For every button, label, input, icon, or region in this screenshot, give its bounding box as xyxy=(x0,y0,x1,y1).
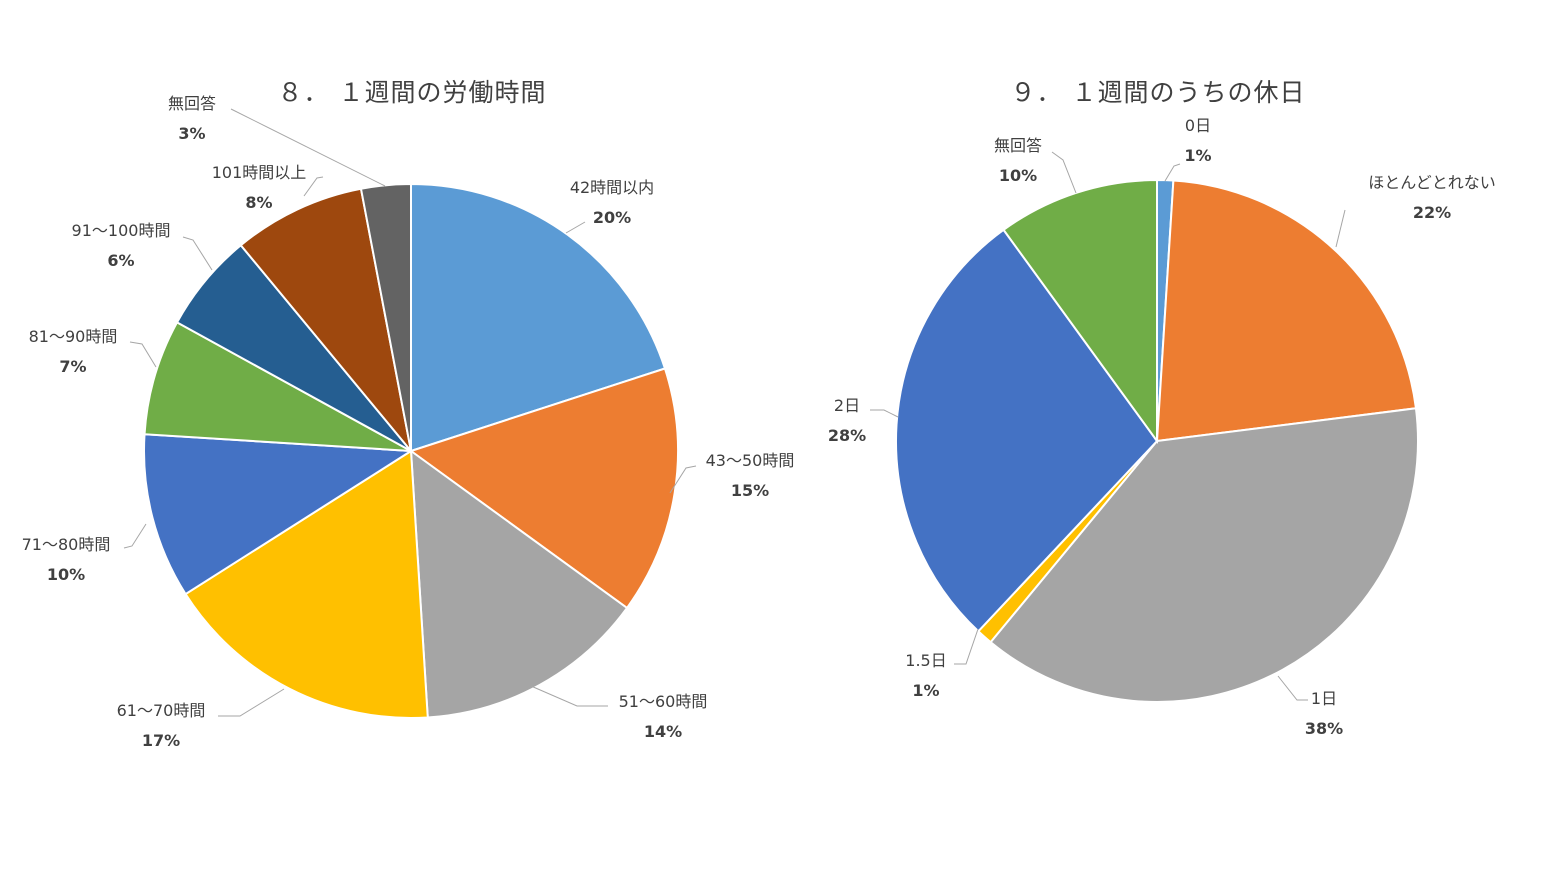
slice-label-category: 無回答 xyxy=(994,136,1042,155)
slice-label-percent: 17% xyxy=(142,731,180,750)
leader-line xyxy=(129,341,157,368)
leader-line xyxy=(1051,151,1077,194)
pie-slice-2 xyxy=(1155,179,1418,443)
slice-label-percent: 38% xyxy=(1305,719,1343,738)
pie-slice-6 xyxy=(143,321,412,452)
pie-slice-1 xyxy=(410,182,667,453)
slice-label-percent: 15% xyxy=(731,481,769,500)
pie-slice-2 xyxy=(408,367,679,610)
pie-chart-days-off: ９． １週間のうちの休日 0日 1% ほとんどとれない 22% 1日 38% 1.5日 1% 2… xyxy=(828,78,1496,738)
slice-label-percent: 22% xyxy=(1413,203,1451,222)
pie-slice-5 xyxy=(895,228,1159,633)
leader-line xyxy=(1164,163,1181,182)
slice-label-percent: 1% xyxy=(912,681,939,700)
leader-line xyxy=(303,176,324,197)
slice-label-percent: 28% xyxy=(828,426,866,445)
pie-slices xyxy=(143,182,679,719)
slice-label-percent: 14% xyxy=(644,722,682,741)
leader-lines xyxy=(123,108,697,717)
leader-line xyxy=(565,221,586,234)
slice-label-category: 91〜100時間 xyxy=(72,221,171,240)
leader-line xyxy=(1335,209,1346,248)
data-labels: 0日 1% ほとんどとれない 22% 1日 38% 1.5日 1% 2日 28% 無回答 10% xyxy=(828,116,1496,738)
slice-label-category: 101時間以上 xyxy=(212,163,307,182)
leader-line xyxy=(1277,675,1308,701)
slice-label-category: 42時間以内 xyxy=(570,178,654,197)
chart-title: ８． １週間の労働時間 xyxy=(278,78,547,107)
leader-line xyxy=(870,409,899,418)
leader-line xyxy=(669,465,697,494)
slice-label-category: 0日 xyxy=(1185,116,1211,135)
leader-line xyxy=(954,628,979,665)
slice-label-category: 51〜60時間 xyxy=(619,692,708,711)
slice-label-percent: 10% xyxy=(999,166,1037,185)
slice-label-category: 1日 xyxy=(1311,689,1337,708)
pie-slice-9 xyxy=(359,182,412,452)
leader-line xyxy=(123,523,147,549)
slice-label-category: 1.5日 xyxy=(905,651,946,670)
slice-label-percent: 10% xyxy=(47,565,85,584)
pie-slice-8 xyxy=(239,187,412,452)
leader-lines xyxy=(870,151,1346,701)
slice-label-category: ほとんどとれない xyxy=(1368,173,1496,192)
pie-slice-4 xyxy=(184,449,429,719)
slice-label-percent: 7% xyxy=(59,357,86,376)
leader-line xyxy=(182,236,213,271)
data-labels: 42時間以内 20% 43〜50時間 15% 51〜60時間 14% 61〜70時間 17% 7… xyxy=(22,94,795,750)
chart-title: ９． １週間のうちの休日 xyxy=(1011,78,1306,107)
slice-label-category: 61〜70時間 xyxy=(117,701,206,720)
pie-slice-3 xyxy=(989,407,1419,703)
leader-line xyxy=(230,108,386,187)
slice-label-category: 71〜80時間 xyxy=(22,535,111,554)
slice-label-category: 43〜50時間 xyxy=(706,451,795,470)
slice-label-percent: 6% xyxy=(107,251,134,270)
slice-label-percent: 1% xyxy=(1184,146,1211,165)
leader-line xyxy=(218,688,285,717)
slice-label-category: 2日 xyxy=(834,396,860,415)
leader-line xyxy=(530,685,608,707)
pie-chart-working-hours: ８． １週間の労働時間 42時間以内 20% 43〜50時間 15% 51〜60時間 14… xyxy=(22,78,795,750)
slice-label-percent: 20% xyxy=(593,208,631,227)
pie-slice-3 xyxy=(409,448,629,719)
slice-label-category: 81〜90時間 xyxy=(29,327,118,346)
slice-label-percent: 8% xyxy=(245,193,272,212)
slice-label-percent: 3% xyxy=(178,124,205,143)
slice-label-category: 無回答 xyxy=(168,94,216,113)
pie-slice-5 xyxy=(143,433,415,596)
pie-slices xyxy=(895,178,1419,703)
